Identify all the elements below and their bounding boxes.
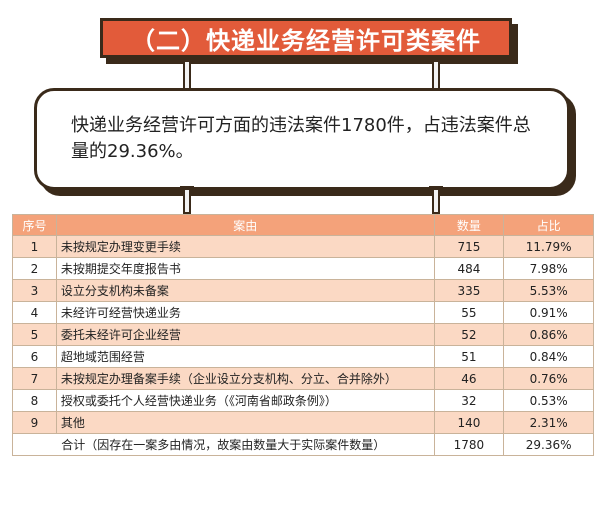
total-count: 1780: [433, 433, 505, 456]
row-count: 52: [433, 323, 505, 346]
row-no: 6: [12, 345, 57, 368]
header-count: 数量: [433, 214, 505, 236]
header-reason: 案由: [55, 214, 435, 236]
connector-pole-bottom-right: [429, 186, 443, 214]
row-ratio: 11.79%: [503, 235, 594, 258]
row-reason: 设立分支机构未备案: [55, 279, 435, 302]
row-count: 715: [433, 235, 505, 258]
pole-cap: [180, 186, 194, 190]
table-row: 8 授权或委托个人经营快递业务（《河南省邮政条例》） 32 0.53%: [12, 389, 594, 412]
row-no: 7: [12, 367, 57, 390]
row-no: 4: [12, 301, 57, 324]
table-row: 9 其他 140 2.31%: [12, 411, 594, 434]
row-count: 335: [433, 279, 505, 302]
row-no: 9: [12, 411, 57, 434]
row-ratio: 7.98%: [503, 257, 594, 280]
row-reason: 未按规定办理变更手续: [55, 235, 435, 258]
total-ratio: 29.36%: [503, 433, 594, 456]
cases-table: 序号 案由 数量 占比 1 未按规定办理变更手续 715 11.79% 2 未按…: [12, 214, 594, 456]
row-count: 51: [433, 345, 505, 368]
row-no: 2: [12, 257, 57, 280]
table-row: 4 未经许可经营快递业务 55 0.91%: [12, 301, 594, 324]
row-count: 55: [433, 301, 505, 324]
row-reason: 未按期提交年度报告书: [55, 257, 435, 280]
row-ratio: 0.84%: [503, 345, 594, 368]
row-reason: 授权或委托个人经营快递业务（《河南省邮政条例》）: [55, 389, 435, 412]
page-title: （二）快递业务经营许可类案件: [131, 26, 481, 55]
summary-box: 快递业务经营许可方面的违法案件1780件，占违法案件总量的29.36%。: [34, 88, 570, 190]
row-reason: 超地域范围经营: [55, 345, 435, 368]
row-reason: 未按规定办理备案手续（企业设立分支机构、分立、合并除外）: [55, 367, 435, 390]
row-reason: 委托未经许可企业经营: [55, 323, 435, 346]
header-ratio: 占比: [503, 214, 594, 236]
connector-pole-top-left: [180, 60, 194, 92]
table-header-row: 序号 案由 数量 占比: [12, 214, 594, 236]
table-total-row: 合计（因存在一案多由情况，故案由数量大于实际案件数量） 1780 29.36%: [12, 433, 594, 456]
pole-cap: [429, 186, 443, 190]
title-banner: （二）快递业务经营许可类案件: [100, 18, 512, 58]
table-row: 3 设立分支机构未备案 335 5.53%: [12, 279, 594, 302]
table-row: 1 未按规定办理变更手续 715 11.79%: [12, 235, 594, 258]
row-ratio: 0.86%: [503, 323, 594, 346]
connector-pole-top-right: [429, 60, 443, 92]
row-ratio: 0.91%: [503, 301, 594, 324]
row-ratio: 0.76%: [503, 367, 594, 390]
row-ratio: 2.31%: [503, 411, 594, 434]
row-count: 46: [433, 367, 505, 390]
row-count: 140: [433, 411, 505, 434]
row-no: 8: [12, 389, 57, 412]
row-reason: 其他: [55, 411, 435, 434]
header-no: 序号: [12, 214, 57, 236]
total-label: 合计（因存在一案多由情况，故案由数量大于实际案件数量）: [12, 433, 435, 456]
row-no: 5: [12, 323, 57, 346]
table-row: 2 未按期提交年度报告书 484 7.98%: [12, 257, 594, 280]
row-reason: 未经许可经营快递业务: [55, 301, 435, 324]
row-ratio: 5.53%: [503, 279, 594, 302]
connector-pole-bottom-left: [180, 186, 194, 214]
row-count: 32: [433, 389, 505, 412]
row-no: 3: [12, 279, 57, 302]
row-no: 1: [12, 235, 57, 258]
row-ratio: 0.53%: [503, 389, 594, 412]
row-count: 484: [433, 257, 505, 280]
table-row: 7 未按规定办理备案手续（企业设立分支机构、分立、合并除外） 46 0.76%: [12, 367, 594, 390]
summary-text: 快递业务经营许可方面的违法案件1780件，占违法案件总量的29.36%。: [71, 115, 531, 162]
table-row: 6 超地域范围经营 51 0.84%: [12, 345, 594, 368]
table-row: 5 委托未经许可企业经营 52 0.86%: [12, 323, 594, 346]
